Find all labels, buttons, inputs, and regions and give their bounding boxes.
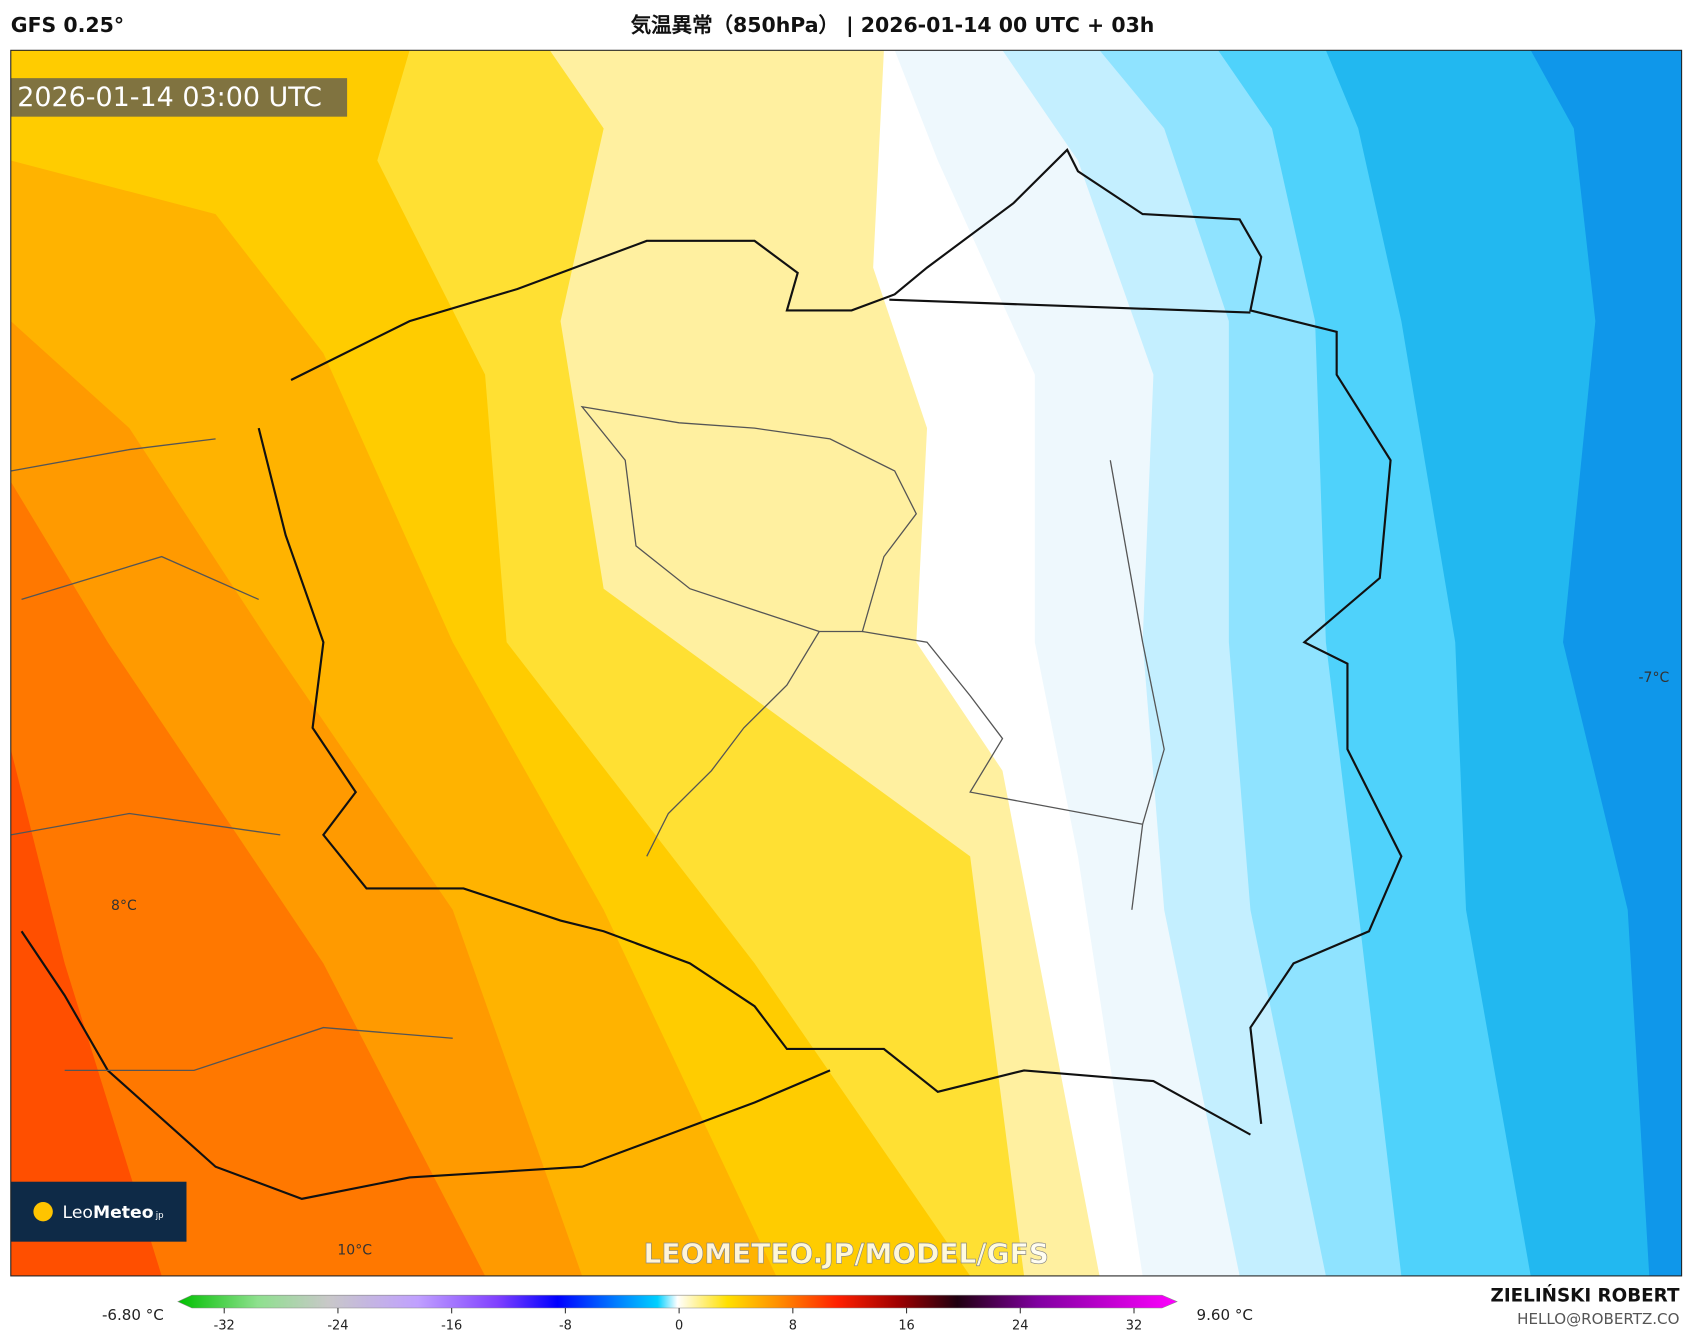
contour-label: 10°C bbox=[337, 1243, 372, 1259]
author: ZIELIŃSKI ROBERT bbox=[1491, 1285, 1680, 1307]
colorbar bbox=[177, 1294, 1178, 1309]
colorbar-ticks: -32 -24 -16 -8 0 8 16 24 32 bbox=[214, 1308, 1142, 1333]
region-line bbox=[10, 438, 453, 1072]
colorbar-min: -6.80 °C bbox=[102, 1306, 164, 1324]
border-line bbox=[290, 148, 1403, 1125]
anomaly-band bbox=[1530, 50, 1682, 1276]
timestamp: 2026-01-14 03:00 UTC bbox=[17, 82, 322, 113]
colorbar-tick-label: -16 bbox=[441, 1318, 462, 1333]
contour-label: -7°C bbox=[1638, 670, 1669, 686]
colorbar-tick-label: 16 bbox=[898, 1318, 914, 1333]
watermark: LEOMETEO.JP/MODEL/GFS bbox=[643, 1237, 1048, 1270]
model-label: GFS 0.25° bbox=[11, 13, 124, 37]
map: 2026-01-14 03:00 UTC -7°C 8°C 10°C LEOME… bbox=[10, 50, 1682, 1276]
border-line bbox=[20, 930, 831, 1200]
colorbar-tick-label: -24 bbox=[327, 1318, 348, 1333]
contact: HELLO@ROBERTZ.CO bbox=[1517, 1310, 1679, 1328]
colorbar-tick-label: 32 bbox=[1126, 1318, 1142, 1333]
colorbar-tick-label: -8 bbox=[559, 1318, 572, 1333]
logo-sun bbox=[33, 1202, 53, 1222]
colorbar-tick-label: 8 bbox=[789, 1318, 797, 1333]
map-frame bbox=[10, 49, 1683, 1277]
logo-suffix: jp bbox=[155, 1211, 164, 1221]
contour-label: 8°C bbox=[111, 898, 137, 914]
region-line bbox=[646, 460, 1165, 910]
colorbar-max: 9.60 °C bbox=[1197, 1306, 1253, 1324]
logo-meteo: Meteo bbox=[93, 1203, 154, 1223]
region-line bbox=[580, 405, 918, 633]
colorbar-tick-label: 24 bbox=[1012, 1318, 1028, 1333]
timestamp-box bbox=[10, 78, 348, 117]
border-line bbox=[889, 298, 1251, 314]
colorbar-tick-label: 0 bbox=[675, 1318, 683, 1333]
title: 気温異常（850hPa） | 2026-01-14 00 UTC + 03h bbox=[631, 13, 1155, 38]
colorbar-tick-label: -32 bbox=[214, 1318, 235, 1333]
logo-leo: Leo bbox=[63, 1203, 93, 1223]
logo-text: LeoMeteo jp bbox=[63, 1203, 164, 1223]
border-line bbox=[257, 427, 1251, 1136]
